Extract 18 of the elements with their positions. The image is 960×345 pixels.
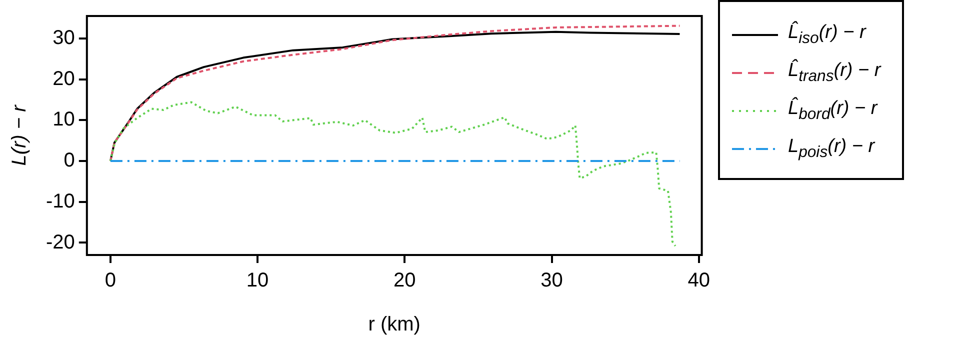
legend-label: L̂$_{trans}$(r) − r	[788, 60, 881, 86]
y-tick-label: -10	[46, 190, 75, 212]
y-tick-label: 0	[64, 150, 75, 172]
y-tick-label: -20	[46, 231, 75, 254]
x-tick-label: 40	[688, 270, 710, 292]
y-tick-label: 30	[52, 26, 75, 49]
x-tick-label: 20	[394, 270, 416, 292]
x-tick-label: 10	[246, 270, 269, 292]
legend-label: L̂$_{iso}$(r) − r	[788, 22, 866, 48]
y-axis-title: L(r) − r	[8, 104, 31, 166]
line-series	[109, 101, 676, 248]
legend-label: L$_{pois}$(r) − r	[788, 136, 875, 162]
x-tick-label: 0	[104, 270, 116, 292]
y-tick-label: 10	[52, 108, 75, 131]
x-axis-title: r (km)	[368, 314, 420, 336]
legend-label: L̂$_{bord}$(r) − r	[788, 98, 878, 124]
x-tick-label: 30	[540, 270, 563, 292]
y-tick-label: 20	[52, 68, 75, 90]
